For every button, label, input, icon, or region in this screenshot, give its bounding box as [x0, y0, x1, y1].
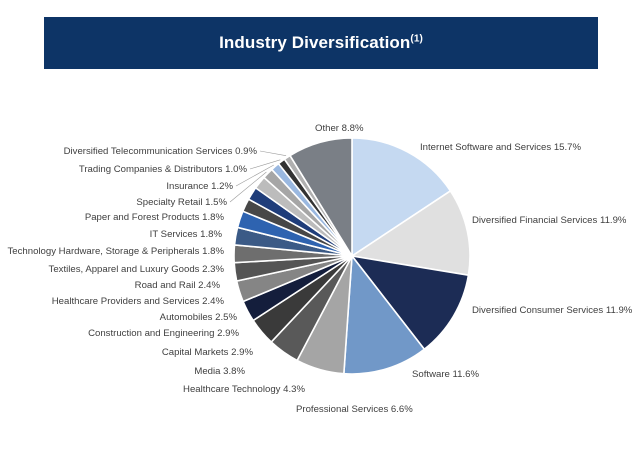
pie-slice — [288, 137, 353, 259]
chart-title: Industry Diversification(1) — [219, 33, 423, 53]
slice-label: Textiles, Apparel and Luxury Goods 2.3% — [49, 264, 225, 275]
slice-label: Professional Services 6.6% — [296, 404, 413, 415]
slice-label: IT Services 1.8% — [150, 229, 223, 240]
slice-label: Diversified Telecommunication Services 0… — [64, 146, 258, 157]
pie-slice — [349, 189, 471, 277]
leader-line — [249, 159, 281, 170]
pie-slices — [233, 137, 471, 375]
slice-label: Specialty Retail 1.5% — [136, 197, 227, 208]
slice-label: Capital Markets 2.9% — [162, 347, 254, 358]
slice-labels: Internet Software and Services 15.7% Dive… — [7, 123, 632, 415]
leader-line — [259, 150, 287, 156]
slice-label: Automobiles 2.5% — [160, 312, 238, 323]
leader-line — [229, 171, 267, 203]
slice-label: Healthcare Technology 4.3% — [183, 384, 305, 395]
slice-label: Trading Companies & Distributors 1.0% — [79, 164, 248, 175]
slice-label: Construction and Engineering 2.9% — [88, 328, 239, 339]
leader-line — [235, 164, 274, 187]
slice-label: Other 8.8% — [315, 123, 364, 134]
leader-lines — [229, 150, 287, 203]
slice-label: Road and Rail 2.4% — [135, 280, 221, 291]
slice-label: Diversified Financial Services 11.9% — [472, 215, 627, 226]
slice-label: Diversified Consumer Services 11.9% — [472, 305, 633, 316]
header-banner: Industry Diversification(1) — [44, 17, 598, 69]
slice-label: Internet Software and Services 15.7% — [420, 142, 582, 153]
slice-label: Software 11.6% — [412, 369, 479, 380]
slice-label: Media 3.8% — [194, 366, 245, 377]
pie-slice — [351, 137, 452, 258]
slice-label: Technology Hardware, Storage & Periphera… — [7, 246, 224, 257]
footnote-marker: (1) — [410, 33, 423, 45]
slice-label: Healthcare Providers and Services 2.4% — [52, 296, 225, 307]
pie-slice — [350, 254, 470, 351]
pie-slice — [342, 253, 426, 375]
slice-label: Insurance 1.2% — [166, 181, 233, 192]
chart-title-text: Industry Diversification — [219, 33, 411, 52]
slice-label: Paper and Forest Products 1.8% — [85, 212, 225, 223]
